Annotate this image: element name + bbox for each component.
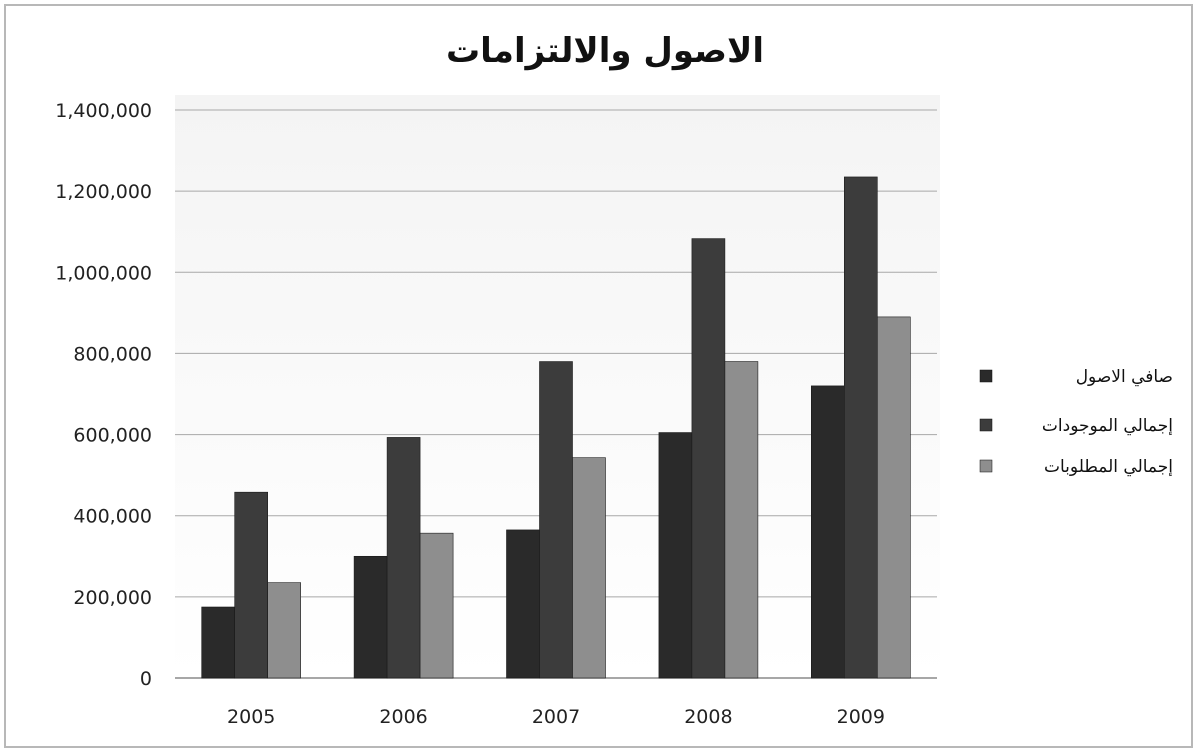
bar [386,437,421,679]
y-tick-label: 1,400,000 [55,100,152,122]
y-tick-label: 800,000 [73,343,152,365]
y-axis-tick-labels: 0 200,000 400,000 600,000 800,000 1,000,000 1,… [55,100,152,690]
y-tick-label: 600,000 [73,425,152,447]
bar [506,529,540,679]
legend-swatch [979,369,993,383]
x-tick-label: 2008 [684,706,732,728]
bar [201,606,235,679]
y-tick-label: 400,000 [73,506,152,528]
bar [658,432,693,679]
bar [876,316,911,679]
bar [234,491,268,679]
bar [267,582,302,679]
y-tick-label: 1,000,000 [55,262,152,284]
bar [419,532,454,679]
y-tick-label: 200,000 [73,587,152,609]
legend-label: إجمالي المطلوبات [1044,457,1173,477]
legend-label: إجمالي الموجودات [1042,416,1173,436]
bar [691,238,726,679]
y-tick-label: 1,200,000 [55,181,152,203]
x-axis-tick-labels: 2005 2006 2007 2008 2009 [227,706,885,728]
y-tick-label: 0 [140,668,152,690]
bar [810,385,845,679]
bar [572,457,606,679]
x-tick-label: 2009 [837,706,885,728]
x-tick-label: 2007 [532,706,580,728]
legend-label: صافي الاصول [1076,367,1173,387]
x-tick-label: 2005 [227,706,275,728]
bar [724,361,759,679]
x-tick-label: 2006 [379,706,427,728]
chart-title: الاصول والالتزامات [446,31,764,71]
bars [201,176,911,679]
bar [843,176,878,679]
legend-swatch [979,459,993,473]
legend: صافي الاصول إجمالي الموجودات إجمالي المطلو… [979,367,1173,477]
bar [353,555,388,679]
legend-swatch [979,418,993,432]
bar [539,361,573,679]
